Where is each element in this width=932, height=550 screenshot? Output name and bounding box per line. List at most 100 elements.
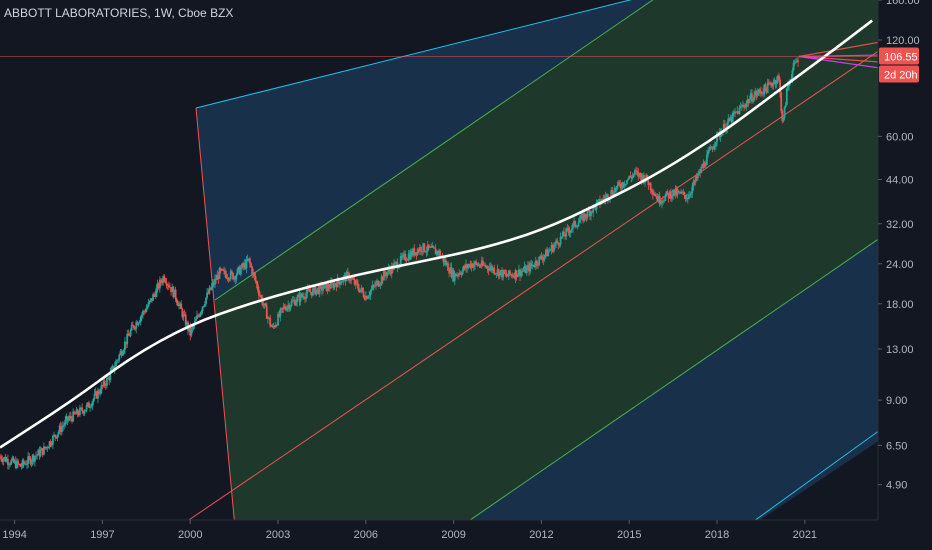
candle-body	[31, 455, 34, 462]
candle-body	[192, 325, 195, 327]
candle-body	[594, 205, 597, 210]
candle-body	[116, 360, 118, 362]
candle-body	[476, 263, 479, 266]
candle-body	[659, 203, 662, 205]
y-tick-label: 18.00	[886, 299, 914, 311]
candle-body	[129, 330, 132, 336]
candle-body	[115, 361, 117, 367]
candle-body	[162, 276, 165, 283]
candle-body	[8, 464, 10, 466]
candle-body	[200, 311, 203, 313]
candle-body	[35, 455, 37, 457]
candle-body	[353, 279, 356, 285]
candle-body	[712, 146, 715, 150]
candle-body	[111, 365, 114, 369]
candle-body	[554, 243, 556, 247]
candle-body	[20, 466, 23, 468]
candle-body	[501, 270, 503, 278]
candle-body	[41, 448, 44, 455]
candle-body	[674, 188, 677, 196]
candle-body	[538, 256, 541, 265]
candle-body	[642, 175, 645, 183]
candle-body	[518, 269, 520, 275]
candle-body	[301, 296, 304, 298]
candle-body	[758, 89, 761, 92]
candle-body	[73, 411, 76, 414]
candle-body	[497, 269, 500, 277]
candle-body	[137, 322, 140, 326]
candle-body	[631, 175, 634, 179]
candle-body	[588, 210, 591, 217]
candle-body	[255, 281, 258, 285]
candle-body	[205, 297, 207, 304]
chart-title: ABBOTT LABORATORIES, 1W, Cboe BZX	[4, 6, 234, 20]
candle-body	[605, 194, 608, 197]
candle-body	[215, 278, 218, 281]
candle-body	[475, 261, 478, 264]
candle-body	[4, 457, 7, 462]
candle-body	[660, 200, 663, 204]
candle-body	[125, 341, 127, 345]
candle-body	[288, 304, 291, 310]
candle-body	[772, 82, 775, 87]
candle-body	[13, 460, 16, 463]
candle-body	[528, 265, 530, 272]
candle-body	[402, 254, 404, 258]
candle-body	[727, 118, 730, 123]
candle-body	[630, 176, 633, 179]
x-axis-panel	[0, 520, 878, 550]
candle-body	[472, 264, 475, 268]
candle-body	[44, 446, 46, 449]
candle-body	[333, 283, 336, 288]
candle-body	[83, 411, 86, 414]
candle-body	[633, 170, 636, 175]
lower-cyan-line	[754, 430, 878, 520]
candle-body	[237, 266, 240, 269]
candle-body	[624, 183, 627, 185]
candle-body	[416, 249, 419, 255]
candle-body	[685, 198, 688, 199]
candle-body	[506, 275, 509, 277]
candle-body	[545, 249, 547, 255]
candle-body	[653, 194, 655, 195]
candle-body	[655, 196, 658, 197]
candle-body	[606, 194, 609, 200]
candle-body	[386, 272, 389, 277]
candle-body	[739, 106, 742, 108]
candle-body	[656, 196, 659, 202]
candle-body	[295, 302, 297, 306]
candle-body	[274, 324, 277, 328]
candle-body	[246, 259, 249, 261]
candle-body	[641, 175, 644, 182]
candle-body	[445, 263, 448, 265]
candle-body	[665, 191, 668, 196]
candle-body	[774, 80, 777, 85]
candle-body	[252, 272, 255, 275]
candle-body	[179, 303, 182, 305]
candle-body	[487, 268, 490, 271]
candle-body	[757, 89, 760, 93]
candle-body	[147, 302, 150, 307]
candle-body	[372, 285, 375, 287]
candle-body	[695, 176, 698, 179]
candle-body	[573, 220, 575, 224]
candle-body	[198, 315, 201, 317]
candle-body	[339, 281, 341, 285]
candle-body	[505, 273, 508, 276]
candle-body	[15, 460, 18, 469]
candle-body	[623, 184, 626, 186]
candle-body	[493, 267, 496, 274]
candle-body	[532, 264, 535, 267]
candle-body	[217, 274, 220, 279]
candle-body	[110, 368, 113, 372]
candle-body	[569, 230, 572, 234]
candle-body	[488, 267, 491, 271]
candle-body	[176, 302, 179, 307]
candle-body	[257, 290, 260, 296]
candle-body	[592, 205, 595, 213]
candle-body	[744, 106, 747, 108]
candle-body	[637, 171, 640, 177]
candle-body	[265, 306, 268, 319]
candle-body	[778, 75, 780, 81]
